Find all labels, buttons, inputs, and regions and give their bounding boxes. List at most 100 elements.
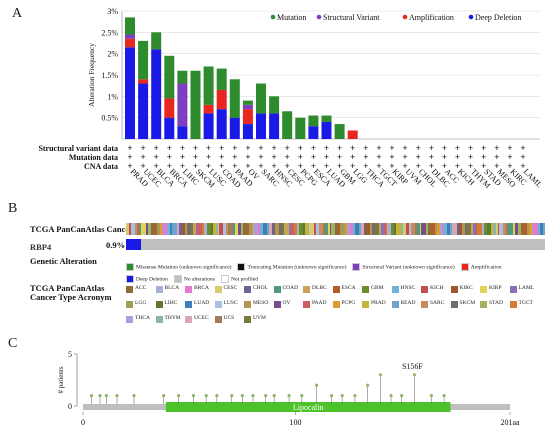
cancer-type-chip	[185, 316, 192, 323]
cancer-type-cell	[443, 223, 447, 235]
row-mark: +	[154, 152, 159, 162]
row-mark: +	[494, 152, 499, 162]
cancer-type-cell	[529, 223, 532, 235]
row-mark: +	[455, 143, 460, 153]
row-mark: +	[337, 143, 342, 153]
legend-label: Mutation	[277, 13, 306, 22]
cancer-type-cell	[540, 223, 543, 235]
bar-segment	[138, 40, 149, 80]
row-mark: +	[520, 161, 525, 171]
cancer-type-cell	[177, 223, 179, 235]
cancer-type-chip	[509, 286, 517, 293]
row-mark: +	[219, 161, 224, 171]
row-mark: +	[258, 161, 263, 171]
lollipop-head	[132, 394, 136, 398]
row-mark: +	[141, 152, 146, 162]
cancer-type-label: TGCT	[518, 300, 533, 306]
cancer-type-cell	[213, 223, 216, 235]
row-mark: +	[442, 143, 447, 153]
cancer-type-cell	[387, 223, 391, 235]
row-mark: +	[193, 152, 198, 162]
bar-segment	[125, 17, 135, 35]
lollipop-head	[442, 394, 446, 398]
cancer-type-cell	[235, 223, 238, 235]
alteration-legend-item: Structural Variant (unknown significance…	[352, 262, 455, 271]
y-axis-label: Alteration Frequency	[87, 43, 96, 107]
cancer-type-label: THYM	[164, 315, 181, 321]
lollipop-head	[287, 394, 291, 398]
bar-segment	[269, 113, 280, 139]
cancer-type-cell	[279, 223, 282, 235]
cancer-type-cell	[323, 223, 325, 235]
alteration-legend-item: Missense Mutation (unknown significance)	[126, 262, 231, 271]
alteration-legend-chip	[126, 262, 134, 271]
cancer-type-cell	[538, 223, 540, 235]
cancer-type-cell	[247, 223, 249, 235]
row-label: Mutation data	[69, 153, 118, 162]
cancer-type-cell	[527, 223, 529, 235]
cancer-type-cell	[493, 223, 496, 235]
oncoprint-cancer-type-label: TCGA PanCanAtlas Cancer Type	[30, 224, 153, 234]
legend-marker	[402, 14, 408, 20]
cancer-type-cell	[420, 223, 421, 235]
cancer-type-acronym-label: TCGA PanCanAtlas Cancer Type Acronym	[30, 283, 112, 302]
cancer-type-cell	[447, 223, 450, 235]
row-mark: +	[167, 152, 172, 162]
cancer-type-chip	[332, 286, 340, 293]
cancer-type-cell	[471, 223, 473, 235]
cancer-type-cell	[131, 223, 135, 235]
cancer-type-cell	[182, 223, 185, 235]
cancer-type-cell	[294, 223, 297, 235]
row-mark: +	[389, 161, 394, 171]
lollipop-chart: 0 5# patients Lipocalin S156F 0 100 201aa	[57, 350, 520, 427]
cancer-type-cell	[457, 223, 459, 235]
row-mark: +	[363, 161, 368, 171]
alteration-legend-label: No alterations	[183, 276, 215, 282]
row-mark: +	[232, 143, 237, 153]
cancer-type-cell	[473, 223, 476, 235]
cancer-type-chip	[155, 301, 163, 308]
row-mark: +	[520, 152, 525, 162]
cancer-type-cell	[361, 223, 364, 235]
alteration-legend-item: Amplification	[460, 262, 502, 271]
row-mark: +	[272, 152, 277, 162]
alteration-legend-item: Not profiled	[220, 274, 258, 283]
legend-label: Deep Deletion	[475, 13, 521, 22]
cancer-type-label: CESC	[223, 285, 238, 291]
y-tick-label: 0	[68, 402, 72, 411]
cancer-type-label: STAD	[489, 300, 503, 306]
cancer-type-cell	[503, 223, 506, 235]
y-axis-label: # patients	[57, 366, 65, 393]
cancer-type-chip	[450, 286, 458, 293]
alteration-legend-chip	[173, 274, 182, 283]
cancer-type-cell	[431, 223, 435, 235]
lollipop-head	[89, 394, 94, 398]
mutation-annotation: S156F	[402, 362, 423, 371]
genetic-alteration-label: Genetic Alteration	[30, 256, 97, 266]
lollipop-head	[272, 394, 276, 398]
row-mark: +	[127, 152, 132, 162]
row-mark: +	[193, 161, 198, 171]
cancer-type-cell	[450, 223, 452, 235]
bar-segment	[347, 130, 358, 139]
cancer-type-label: COAD	[282, 285, 299, 291]
cancer-type-chip	[362, 301, 369, 308]
cancer-type-cell	[187, 223, 191, 235]
lollipop-head	[264, 394, 268, 398]
cancer-type-cell	[140, 223, 141, 235]
row-mark: +	[337, 161, 342, 171]
row-mark: +	[350, 152, 355, 162]
row-mark: +	[193, 143, 198, 153]
bar-segment	[242, 124, 253, 139]
y-tick-label: 3%	[107, 7, 118, 16]
cancer-type-cell	[364, 223, 365, 235]
row-mark: +	[285, 143, 290, 153]
cancer-type-cell	[191, 223, 193, 235]
cancer-type-cell	[238, 223, 241, 235]
cancer-type-label: LAML	[518, 285, 535, 291]
cancer-type-cell	[406, 223, 409, 235]
row-mark: +	[376, 152, 381, 162]
bar-segment	[138, 83, 149, 139]
row-mark: +	[272, 143, 277, 153]
lollipop-head	[400, 394, 404, 398]
